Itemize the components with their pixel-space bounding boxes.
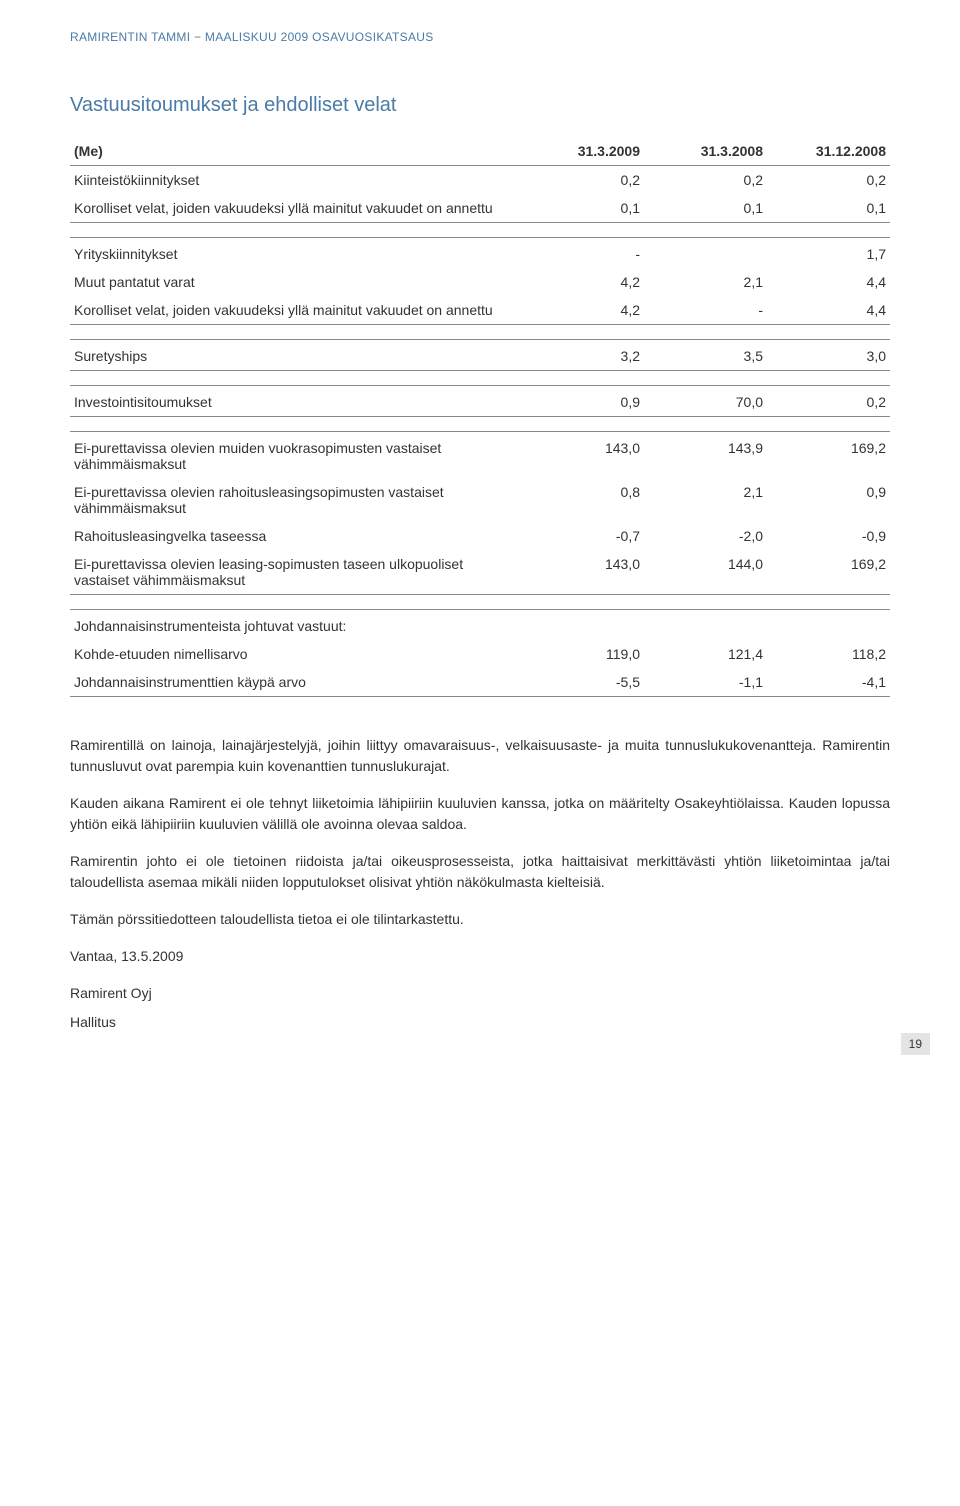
financial-table: Suretyships 3,2 3,5 3,0 [70,339,890,371]
row-label: Kiinteistökiinnitykset [70,166,521,195]
row-label: Johdannaisinstrumenttien käypä arvo [70,668,521,697]
row-label: Kohde-etuuden nimellisarvo [70,640,521,668]
row-value: 0,1 [644,194,767,223]
page-header: RAMIRENTIN TAMMI − MAALISKUU 2009 OSAVUO… [70,30,890,44]
row-value: 4,4 [767,296,890,325]
body-paragraph: Kauden aikana Ramirent ei ole tehnyt lii… [70,793,890,835]
row-value: 0,2 [644,166,767,195]
table-row: Suretyships 3,2 3,5 3,0 [70,340,890,371]
financial-table: Ei-purettavissa olevien muiden vuokrasop… [70,431,890,595]
row-value: 118,2 [767,640,890,668]
table-row: Kiinteistökiinnitykset 0,2 0,2 0,2 [70,166,890,195]
row-value: -0,7 [521,522,644,550]
row-value [644,238,767,269]
row-value: 3,0 [767,340,890,371]
body-paragraph: Tämän pörssitiedotteen taloudellista tie… [70,909,890,930]
col-label: (Me) [70,137,521,166]
col-period1: 31.3.2009 [521,137,644,166]
row-value: -0,9 [767,522,890,550]
row-value: -2,0 [644,522,767,550]
financial-table: Investointisitoumukset 0,9 70,0 0,2 [70,385,890,417]
row-value: 169,2 [767,550,890,595]
row-value: 0,8 [521,478,644,522]
signature-company: Ramirent Oyj [70,983,890,1004]
page-container: RAMIRENTIN TAMMI − MAALISKUU 2009 OSAVUO… [0,0,960,1073]
financial-table: Johdannaisinstrumenteista johtuvat vastu… [70,609,890,697]
table-row: Johdannaisinstrumenteista johtuvat vastu… [70,610,890,641]
row-value: 144,0 [644,550,767,595]
col-period3: 31.12.2008 [767,137,890,166]
row-label: Suretyships [70,340,521,371]
table-row: Rahoitusleasingvelka taseessa -0,7 -2,0 … [70,522,890,550]
row-label: Ei-purettavissa olevien rahoitusleasings… [70,478,521,522]
row-value: 2,1 [644,268,767,296]
table-row: Kohde-etuuden nimellisarvo 119,0 121,4 1… [70,640,890,668]
row-value: - [521,238,644,269]
table-row: Muut pantatut varat 4,2 2,1 4,4 [70,268,890,296]
row-value: 4,2 [521,296,644,325]
row-value: -5,5 [521,668,644,697]
row-value: 0,9 [767,478,890,522]
row-value [767,610,890,641]
row-value: 0,1 [521,194,644,223]
page-number: 19 [901,1033,930,1055]
row-label: Ei-purettavissa olevien leasing-sopimust… [70,550,521,595]
row-value: 121,4 [644,640,767,668]
row-label: Muut pantatut varat [70,268,521,296]
table-header-row: (Me) 31.3.2009 31.3.2008 31.12.2008 [70,137,890,166]
row-value: 0,2 [767,386,890,417]
row-label: Johdannaisinstrumenteista johtuvat vastu… [70,610,521,641]
row-value: 0,2 [521,166,644,195]
table-row: Johdannaisinstrumenttien käypä arvo -5,5… [70,668,890,697]
row-value: 143,0 [521,432,644,479]
row-value: -1,1 [644,668,767,697]
row-value: 119,0 [521,640,644,668]
row-value: 143,9 [644,432,767,479]
row-value: 3,2 [521,340,644,371]
table-row: Korolliset velat, joiden vakuudeksi yllä… [70,296,890,325]
row-value: 0,9 [521,386,644,417]
row-label: Korolliset velat, joiden vakuudeksi yllä… [70,194,521,223]
row-value: - [644,296,767,325]
row-value: 2,1 [644,478,767,522]
row-value: 0,2 [767,166,890,195]
row-value: 4,2 [521,268,644,296]
table-row: Investointisitoumukset 0,9 70,0 0,2 [70,386,890,417]
row-value [521,610,644,641]
row-label: Investointisitoumukset [70,386,521,417]
col-period2: 31.3.2008 [644,137,767,166]
financial-table: (Me) 31.3.2009 31.3.2008 31.12.2008 Kiin… [70,137,890,223]
body-paragraph: Ramirentin johto ei ole tietoinen riidoi… [70,851,890,893]
table-row: Ei-purettavissa olevien rahoitusleasings… [70,478,890,522]
row-label: Rahoitusleasingvelka taseessa [70,522,521,550]
date-line: Vantaa, 13.5.2009 [70,946,890,967]
row-value: 70,0 [644,386,767,417]
table-row: Korolliset velat, joiden vakuudeksi yllä… [70,194,890,223]
table-row: Ei-purettavissa olevien leasing-sopimust… [70,550,890,595]
row-label: Yrityskiinnitykset [70,238,521,269]
row-value [644,610,767,641]
row-value: 4,4 [767,268,890,296]
section-title: Vastuusitoumukset ja ehdolliset velat [70,94,890,117]
body-paragraph: Ramirentillä on lainoja, lainajärjestely… [70,735,890,777]
row-value: 3,5 [644,340,767,371]
table-row: Yrityskiinnitykset - 1,7 [70,238,890,269]
row-value: 169,2 [767,432,890,479]
row-value: -4,1 [767,668,890,697]
row-value: 0,1 [767,194,890,223]
row-label: Ei-purettavissa olevien muiden vuokrasop… [70,432,521,479]
row-label: Korolliset velat, joiden vakuudeksi yllä… [70,296,521,325]
financial-table: Yrityskiinnitykset - 1,7 Muut pantatut v… [70,237,890,325]
signature-board: Hallitus [70,1012,890,1033]
row-value: 143,0 [521,550,644,595]
row-value: 1,7 [767,238,890,269]
table-row: Ei-purettavissa olevien muiden vuokrasop… [70,432,890,479]
